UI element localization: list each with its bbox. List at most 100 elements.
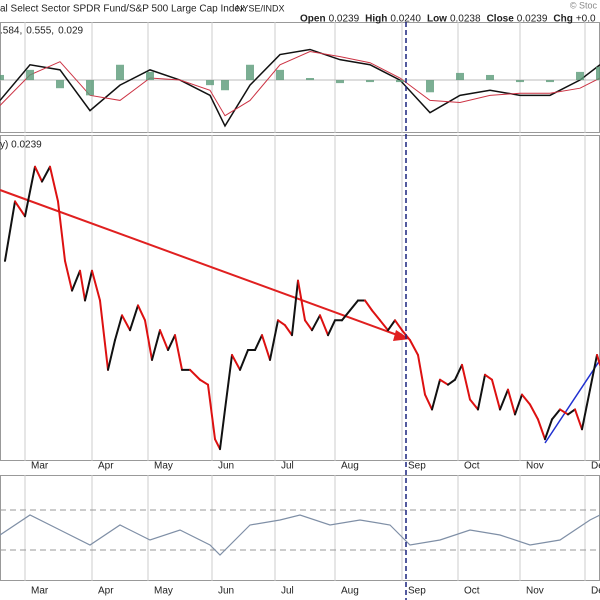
x-tick-label: Sep: [408, 586, 426, 597]
x-tick-label: Mar: [31, 461, 49, 472]
x-tick-label: May: [154, 586, 173, 597]
x-tick-label: Nov: [526, 461, 544, 472]
price-segment: [491, 378, 501, 411]
x-tick-label: Mar: [31, 586, 49, 597]
price-segment: [371, 309, 381, 322]
histogram-bar: [0, 74, 4, 81]
price-segment: [349, 299, 359, 312]
histogram-bar: [596, 66, 600, 81]
quote-value: 0.0239: [517, 14, 548, 25]
histogram-bar: [486, 74, 494, 81]
price-segment: [84, 269, 93, 302]
quote-label: Close: [487, 14, 515, 25]
price-segment: [311, 314, 321, 332]
price-segment: [574, 408, 583, 431]
price-segment: [159, 329, 169, 352]
price-segment: [64, 259, 73, 292]
price-segment: [291, 279, 299, 337]
x-tick-label: Aug: [341, 461, 359, 472]
price-segment: [144, 319, 153, 361]
trend-line: [0, 189, 401, 337]
price-segment: [454, 363, 463, 381]
histogram-bar: [221, 80, 229, 91]
price-segment: [589, 353, 598, 391]
legend-entry: y) 0.0239: [0, 140, 42, 151]
legend-entry: 0.555,: [26, 26, 54, 37]
price-segment: [4, 200, 16, 262]
oscillator-line: [0, 514, 600, 556]
logo: © Stoc: [570, 0, 598, 10]
price-segment: [14, 200, 26, 218]
histogram-bar: [576, 71, 584, 81]
price-segment: [41, 165, 51, 183]
price-segment: [424, 393, 433, 411]
x-tick-label: Jun: [218, 461, 234, 472]
x-tick-label: Sep: [408, 461, 426, 472]
histogram-bar: [366, 80, 374, 83]
histogram-bar: [396, 80, 404, 83]
price-segment: [484, 373, 493, 381]
quote-label: Open: [300, 14, 326, 25]
price-segment: [394, 319, 403, 332]
price-segment: [57, 200, 66, 262]
price-segment: [304, 319, 313, 332]
price-segment: [239, 349, 249, 371]
quote-value: 0.0238: [450, 14, 481, 25]
x-tick-label: Apr: [98, 461, 114, 472]
price-segment: [364, 299, 373, 312]
price-segment: [24, 165, 36, 218]
price-segment: [559, 408, 569, 416]
price-segment: [107, 339, 116, 371]
price-segment: [129, 304, 139, 332]
histogram-bar: [546, 80, 554, 83]
histogram-bar: [516, 80, 524, 83]
histogram-bar: [146, 71, 154, 81]
price-segment: [34, 165, 43, 183]
macd-line: [0, 50, 600, 117]
x-tick-label: Oct: [464, 461, 480, 472]
price-segment: [537, 418, 546, 441]
price-segment: [189, 368, 201, 381]
price-segment: [199, 378, 209, 386]
price-segment: [461, 363, 471, 401]
price-segment: [269, 319, 279, 361]
quote-value: +0.0: [576, 14, 596, 25]
price-segment: [529, 403, 539, 421]
price-segment: [91, 269, 101, 302]
histogram-bar: [206, 80, 214, 86]
price-segment: [379, 319, 389, 332]
price-segment: [469, 398, 479, 411]
price-segment: [214, 438, 221, 451]
legend-entry: 0.029: [58, 26, 83, 37]
price-segment: [224, 353, 233, 411]
histogram-bar: [276, 69, 284, 81]
histogram-bar: [456, 72, 464, 81]
chart-title: al Select Sector SPDR Fund/S&P 500 Large…: [0, 4, 245, 15]
price-segment: [581, 388, 591, 431]
price-segment: [261, 334, 271, 361]
price-segment: [477, 373, 486, 411]
price-segment: [121, 314, 131, 332]
quote-value: 0.0240: [390, 14, 421, 25]
price-segment: [431, 378, 441, 411]
price-segment: [49, 165, 59, 203]
price-segment: [174, 334, 183, 371]
x-tick-label: Dec: [591, 461, 600, 472]
histogram-bar: [336, 80, 344, 84]
quote-label: High: [365, 14, 387, 25]
price-segment: [231, 353, 241, 371]
histogram-bar: [306, 78, 314, 81]
price-segment: [499, 388, 509, 411]
price-segment: [447, 378, 456, 386]
histogram-bar: [26, 69, 34, 81]
price-segment: [114, 314, 123, 342]
price-segment: [507, 388, 516, 416]
histogram-bar: [246, 64, 254, 81]
price-segment: [297, 279, 306, 322]
price-segment: [277, 319, 286, 327]
x-tick-label: Jun: [218, 586, 234, 597]
price-segment: [137, 304, 146, 322]
x-tick-label: Dec: [591, 586, 600, 597]
histogram-bar: [116, 64, 124, 81]
